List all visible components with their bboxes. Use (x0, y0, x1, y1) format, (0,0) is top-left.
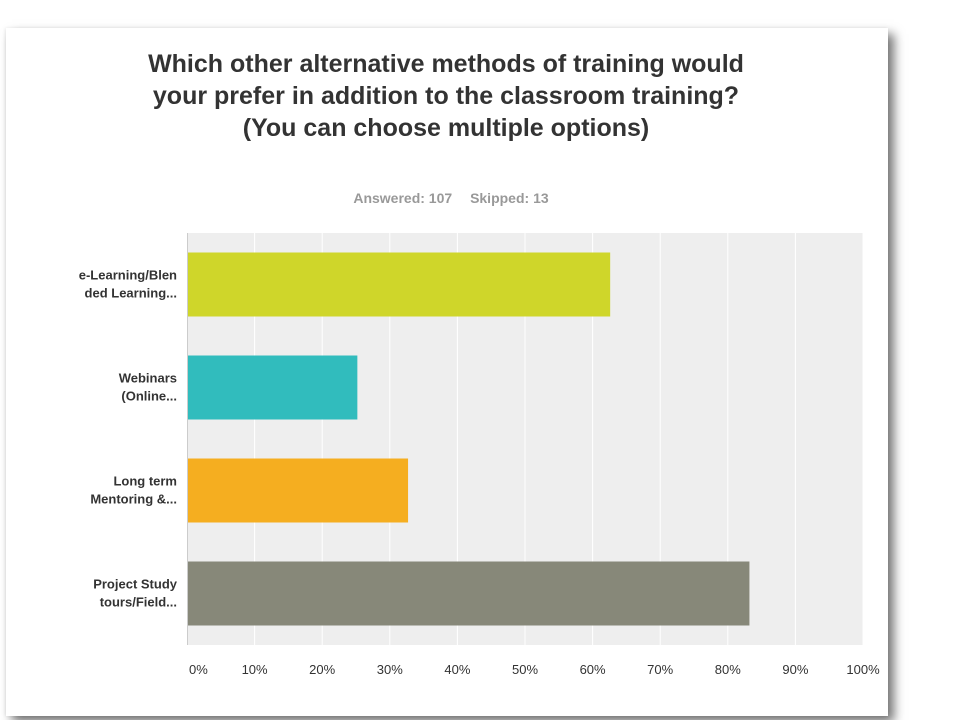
category-label-line: Webinars (119, 371, 177, 386)
category-label-line: (Online... (121, 389, 177, 404)
x-tick-label: 100% (846, 662, 880, 677)
x-tick-label: 0% (189, 662, 208, 677)
category-label-line: Project Study (93, 577, 178, 592)
bar (187, 561, 750, 626)
chart-title: Which other alternative methods of train… (148, 50, 744, 142)
x-tick-label: 10% (242, 662, 268, 677)
skipped-count: Skipped: 13 (470, 190, 549, 206)
x-tick-label: 90% (782, 662, 808, 677)
chart-card: Which other alternative methods of train… (6, 28, 888, 716)
category-label: Project Study tours/Field... (93, 577, 178, 610)
category-label-line: e-Learning/Blen (79, 268, 177, 283)
x-tick-label: 20% (309, 662, 335, 677)
bar (187, 458, 409, 523)
bar (187, 252, 611, 317)
category-label: Webinars (Online... (119, 371, 177, 404)
x-tick-label: 60% (580, 662, 606, 677)
x-tick-label: 30% (377, 662, 403, 677)
bar-chart: e-Learning/Blen ded Learning... Webinars (O… (79, 233, 880, 677)
x-tick-label: 70% (647, 662, 673, 677)
x-tick-label: 80% (715, 662, 741, 677)
category-label-line: ded Learning... (85, 286, 177, 301)
response-stats: Answered: 107 Skipped: 13 (6, 190, 896, 206)
category-label-line: Mentoring &... (90, 492, 177, 507)
category-label: e-Learning/Blen ded Learning... (79, 268, 177, 301)
category-label-line: Long term (113, 474, 177, 489)
category-label-line: tours/Field... (100, 595, 177, 610)
answered-count: Answered: 107 (353, 190, 453, 206)
bar (187, 355, 358, 420)
x-tick-label: 50% (512, 662, 538, 677)
x-tick-label: 40% (444, 662, 470, 677)
category-label: Long term Mentoring &... (90, 474, 177, 507)
